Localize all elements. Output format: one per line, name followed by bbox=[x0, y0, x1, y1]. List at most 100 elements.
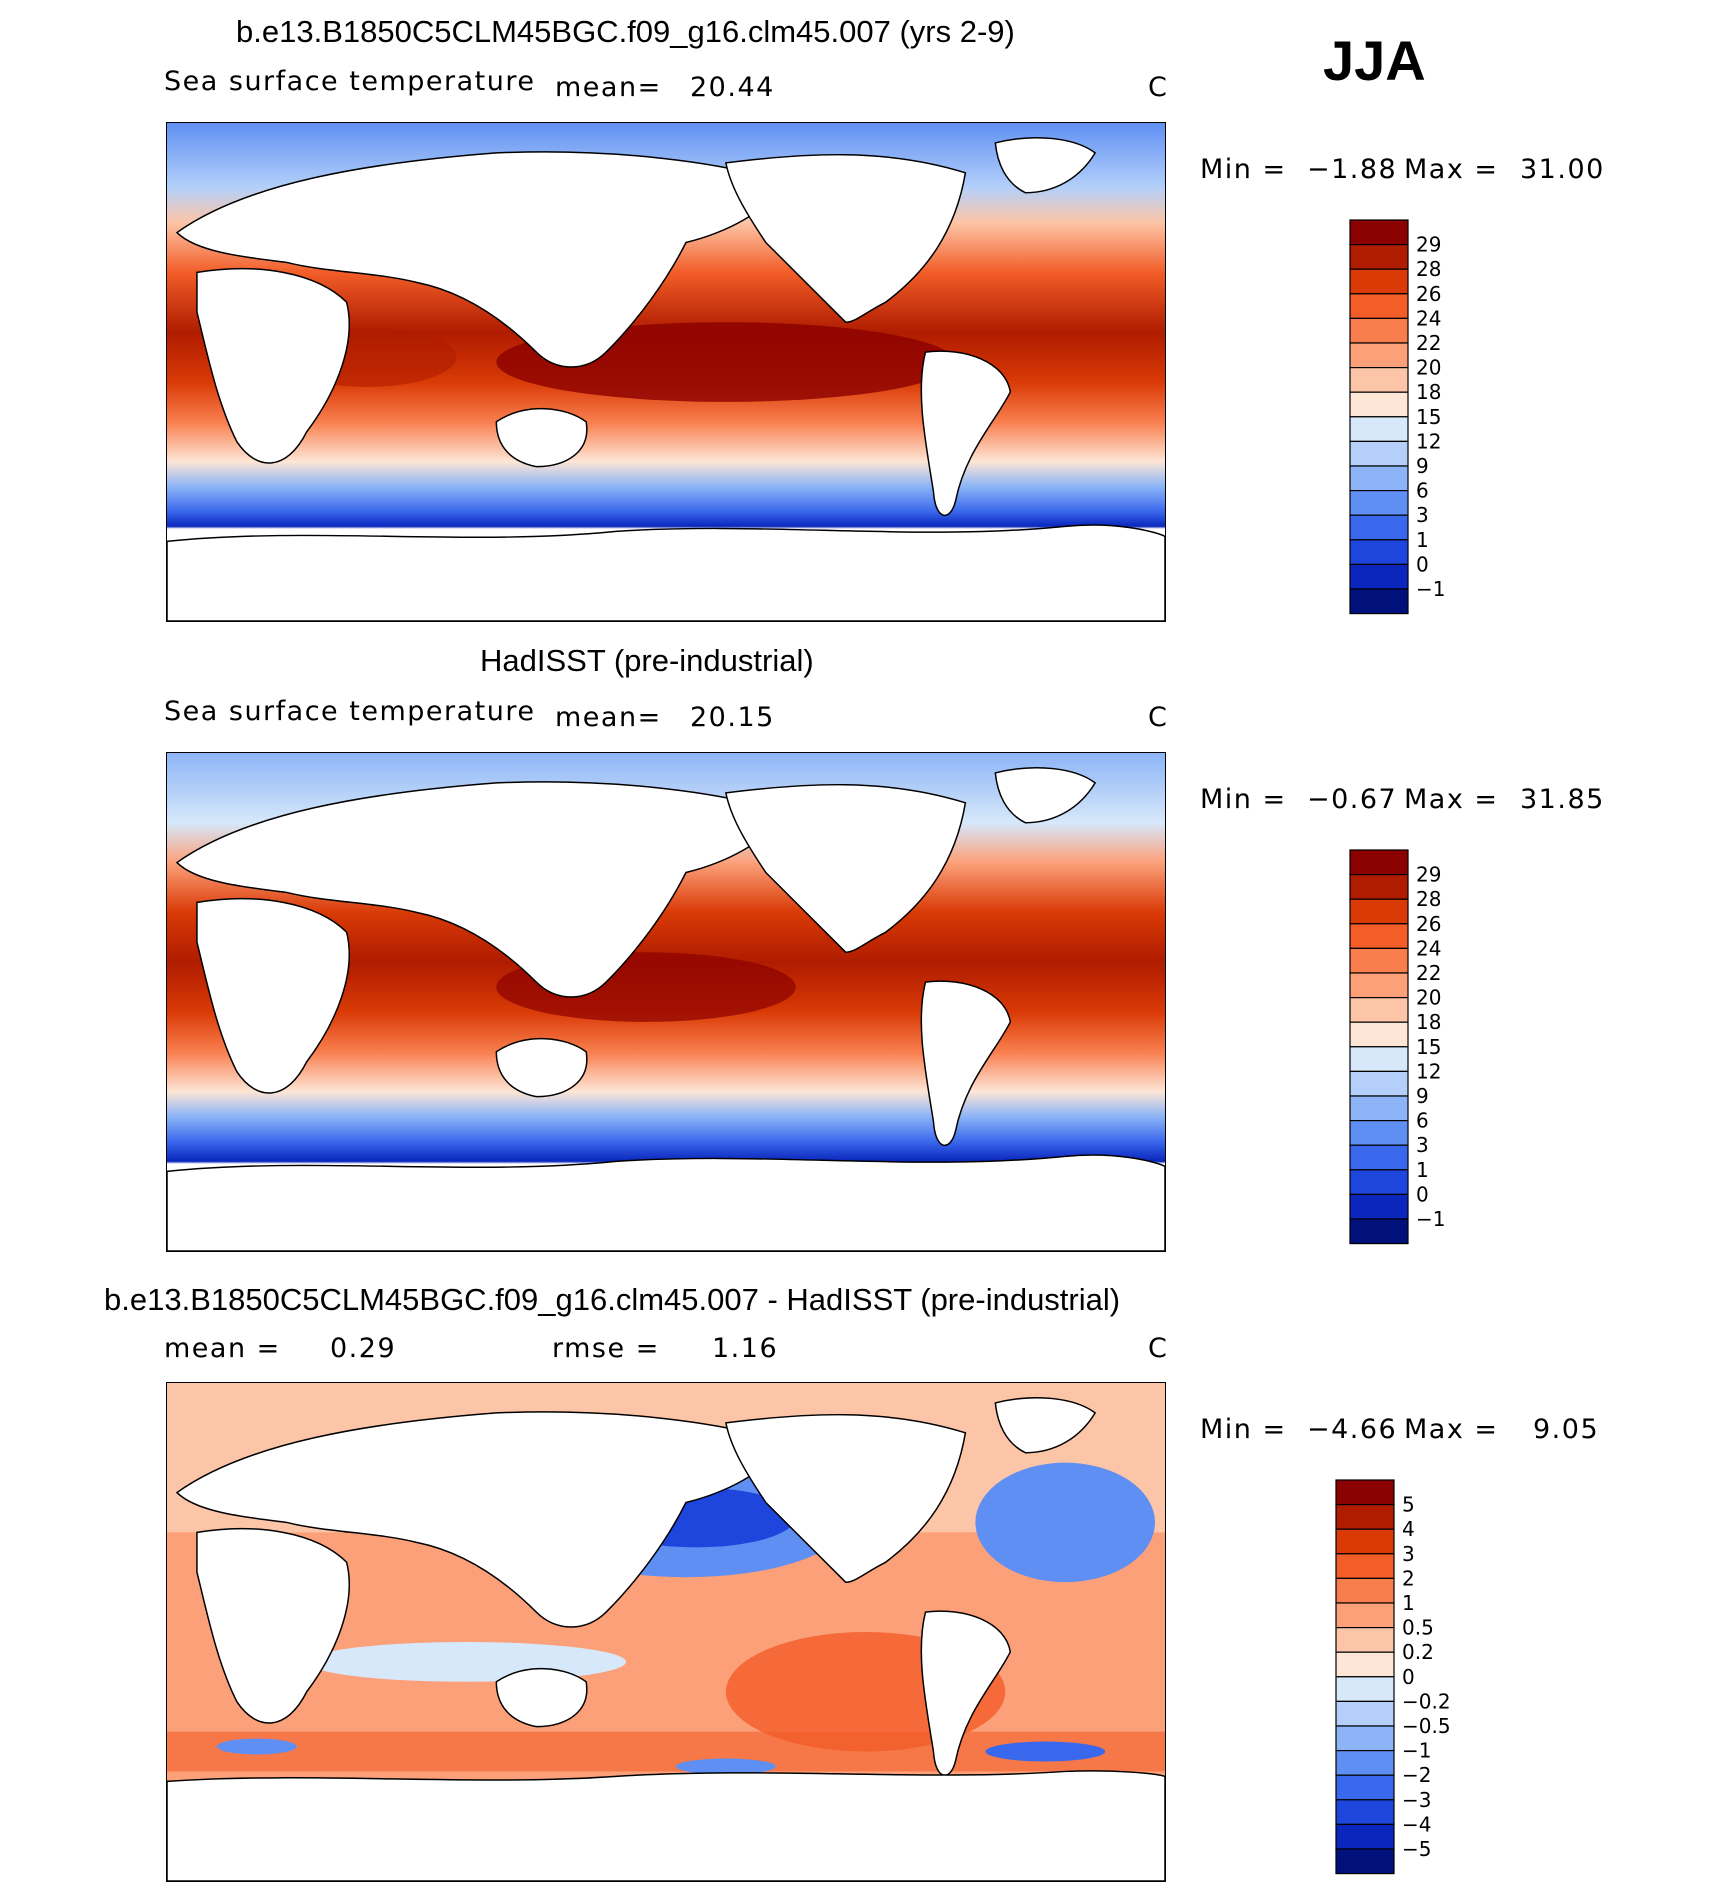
colorbar-swatch bbox=[1349, 874, 1409, 900]
panel-3-land-south-america bbox=[920, 1610, 1012, 1777]
colorbar-tick-label: 5 bbox=[1402, 1493, 1415, 1517]
colorbar-swatch bbox=[1335, 1774, 1395, 1801]
panel-3-max-value: 9.05 bbox=[1533, 1414, 1600, 1445]
colorbar-tick-label: 6 bbox=[1416, 479, 1429, 503]
colorbar-tick-label: 0 bbox=[1416, 1182, 1429, 1206]
panel-3-units: C bbox=[1148, 1333, 1169, 1364]
colorbar-swatch bbox=[1335, 1479, 1395, 1506]
season-label: JJA bbox=[1323, 29, 1426, 92]
panel-3-rmse-label: rmse = bbox=[552, 1333, 660, 1364]
panel-2-land-australia bbox=[495, 1037, 588, 1098]
panel-1-land-greenland bbox=[994, 136, 1097, 194]
panel-1-land-antarctica bbox=[167, 524, 1165, 621]
colorbar-swatch bbox=[1349, 972, 1409, 999]
colorbar-tick-label: 12 bbox=[1416, 1059, 1441, 1083]
colorbar-tick-label: −3 bbox=[1402, 1788, 1431, 1812]
colorbar-tick-label: −0.2 bbox=[1402, 1689, 1451, 1713]
colorbar-tick-label: 0.5 bbox=[1402, 1616, 1434, 1640]
colorbar-swatch bbox=[1349, 1021, 1409, 1048]
panel-1-land-africa bbox=[196, 267, 350, 464]
panel-2-land-south-america bbox=[920, 980, 1012, 1147]
colorbar-tick-label: −4 bbox=[1402, 1812, 1431, 1836]
colorbar-tick-label: 4 bbox=[1402, 1517, 1415, 1541]
panel-2-map bbox=[166, 752, 1166, 1252]
colorbar-swatch bbox=[1349, 219, 1409, 246]
colorbar-tick-label: 1 bbox=[1402, 1591, 1415, 1615]
colorbar-swatch bbox=[1349, 391, 1409, 418]
colorbar-swatch bbox=[1349, 898, 1409, 925]
colorbar-swatch bbox=[1349, 1169, 1409, 1195]
panel-3-colorbar: 5 4 3 2 1 0.5 0.2 0 −0.2 −0.5 −1 −2 −3 −4 −5 bbox=[1335, 1479, 1476, 1878]
panel-3-land-antarctica bbox=[167, 1770, 1165, 1881]
colorbar-swatch bbox=[1349, 1144, 1409, 1171]
colorbar-swatch bbox=[1349, 563, 1409, 590]
panel-2-min-value: −0.67 bbox=[1307, 784, 1398, 815]
colorbar-tick-label: 20 bbox=[1416, 356, 1441, 380]
colorbar-tick-label: 9 bbox=[1416, 1084, 1429, 1108]
colorbar-tick-label: 3 bbox=[1416, 503, 1429, 527]
colorbar-tick-label: 28 bbox=[1416, 257, 1441, 281]
colorbar-tick-label: −1 bbox=[1416, 1207, 1445, 1231]
panel-3-min-value: −4.66 bbox=[1307, 1414, 1398, 1445]
colorbar-tick-label: 12 bbox=[1416, 429, 1441, 453]
panel-1-title: b.e13.B1850C5CLM45BGC.f09_g16.clm45.007 … bbox=[236, 14, 1015, 49]
colorbar-tick-label: 26 bbox=[1416, 912, 1441, 936]
colorbar-tick-label: 22 bbox=[1416, 331, 1441, 355]
colorbar-swatch bbox=[1349, 849, 1409, 876]
panel-3-min-label: Min = bbox=[1200, 1414, 1287, 1445]
colorbar-swatch bbox=[1335, 1577, 1395, 1604]
colorbar-tick-label: 15 bbox=[1416, 405, 1441, 429]
panel-2-land-eurasia bbox=[175, 781, 787, 998]
panel-1-map bbox=[166, 122, 1166, 622]
panel-1-land-eurasia bbox=[175, 151, 787, 368]
panel-1-min-value: −1.88 bbox=[1307, 154, 1398, 185]
colorbar-swatch bbox=[1349, 947, 1409, 974]
colorbar-swatch bbox=[1335, 1848, 1395, 1875]
panel-1-land-australia bbox=[495, 407, 588, 468]
panel-3-rmse-value: 1.16 bbox=[712, 1333, 779, 1364]
panel-2-title: HadISST (pre-industrial) bbox=[480, 643, 814, 678]
colorbar-swatch bbox=[1335, 1553, 1395, 1580]
colorbar-tick-label: 20 bbox=[1416, 986, 1441, 1010]
colorbar-swatch bbox=[1349, 416, 1409, 443]
colorbar-tick-label: 0 bbox=[1416, 552, 1429, 576]
colorbar-swatch bbox=[1349, 923, 1409, 950]
colorbar-swatch bbox=[1349, 588, 1409, 615]
colorbar-swatch bbox=[1349, 465, 1409, 492]
colorbar-swatch bbox=[1335, 1528, 1395, 1555]
panel-2-max-label: Max = bbox=[1404, 784, 1499, 815]
colorbar-swatch bbox=[1349, 1193, 1409, 1220]
panel-3-land-eurasia bbox=[175, 1411, 787, 1628]
colorbar-tick-label: 3 bbox=[1402, 1542, 1415, 1566]
colorbar-swatch bbox=[1349, 490, 1409, 516]
panel-1-min-label: Min = bbox=[1200, 154, 1287, 185]
colorbar-swatch bbox=[1335, 1651, 1395, 1678]
colorbar-swatch bbox=[1349, 367, 1409, 393]
colorbar-tick-label: −2 bbox=[1402, 1763, 1431, 1787]
colorbar-tick-label: 29 bbox=[1416, 863, 1441, 887]
colorbar-swatch bbox=[1335, 1627, 1395, 1653]
colorbar-swatch bbox=[1349, 244, 1409, 270]
panel-3-land-greenland bbox=[994, 1396, 1097, 1454]
panel-2-land-greenland bbox=[994, 766, 1097, 824]
panel-3-land-north-america bbox=[724, 1413, 967, 1583]
panel-2-colorbar: 29 28 26 24 22 20 18 15 12 9 6 3 1 0 −1 bbox=[1349, 849, 1490, 1248]
panel-2-mean-value: 20.15 bbox=[690, 702, 775, 733]
colorbar-swatch bbox=[1349, 293, 1409, 320]
panel-1-mean-label: mean= bbox=[555, 72, 662, 103]
colorbar-swatch bbox=[1349, 1120, 1409, 1146]
colorbar-tick-label: 26 bbox=[1416, 282, 1441, 306]
colorbar-tick-label: 0 bbox=[1402, 1665, 1415, 1689]
colorbar-swatch bbox=[1349, 539, 1409, 565]
colorbar-tick-label: −1 bbox=[1416, 577, 1445, 601]
panel-1-units: C bbox=[1148, 72, 1169, 103]
colorbar-tick-label: 6 bbox=[1416, 1109, 1429, 1133]
colorbar-swatch bbox=[1335, 1799, 1395, 1825]
colorbar-swatch bbox=[1349, 1095, 1409, 1122]
colorbar-tick-label: 9 bbox=[1416, 454, 1429, 478]
colorbar-swatch bbox=[1349, 514, 1409, 541]
panel-3-max-label: Max = bbox=[1404, 1414, 1499, 1445]
colorbar-swatch bbox=[1335, 1700, 1395, 1727]
colorbar-tick-label: 3 bbox=[1416, 1133, 1429, 1157]
colorbar-tick-label: 18 bbox=[1416, 380, 1441, 404]
